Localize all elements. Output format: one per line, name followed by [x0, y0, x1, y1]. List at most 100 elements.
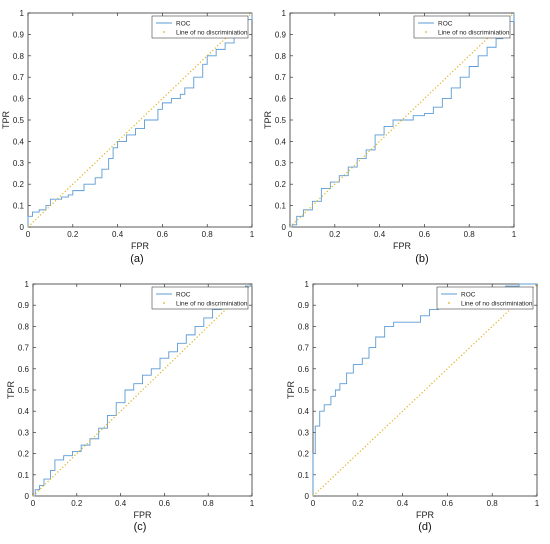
panel-caption: (a) — [130, 253, 143, 265]
roc-curve — [33, 284, 253, 497]
y-tick-label: 1 — [25, 280, 30, 289]
x-tick-label: 0.4 — [112, 230, 124, 239]
y-tick-label: 0.3 — [18, 428, 30, 437]
legend-entry: ROC — [461, 291, 476, 298]
legend-swatch-dotted — [425, 31, 427, 33]
x-tick-label: 0.8 — [464, 230, 476, 239]
y-tick-label: 0.9 — [275, 30, 287, 39]
y-tick-label: 0.6 — [18, 365, 30, 374]
legend-entry: ROC — [438, 20, 453, 27]
x-tick-label: 0.2 — [352, 499, 364, 508]
legend-swatch-dotted — [163, 31, 165, 33]
y-tick-label: 0 — [20, 223, 25, 232]
y-tick-label: 0.5 — [18, 386, 30, 395]
y-tick-label: 0.4 — [275, 137, 287, 146]
y-tick-label: 0.7 — [13, 73, 25, 82]
legend-swatch-dotted — [448, 302, 450, 304]
y-tick-label: 0.4 — [18, 407, 30, 416]
y-tick-label: 0.2 — [13, 180, 25, 189]
no-discrimination-line — [32, 283, 253, 497]
x-axis-label: FPR — [416, 510, 435, 520]
x-tick-label: 0.6 — [159, 499, 171, 508]
x-tick-label: 0.2 — [329, 230, 341, 239]
roc-curve — [290, 13, 515, 228]
y-tick-label: 0 — [282, 223, 287, 232]
y-tick-label: 0.6 — [298, 365, 310, 374]
y-tick-label: 0.8 — [13, 52, 25, 61]
legend-box — [413, 15, 511, 39]
no-discrimination-line — [289, 12, 515, 228]
y-tick-label: 0.6 — [13, 95, 25, 104]
no-discrimination-line — [312, 283, 538, 497]
legend-entry: Line of no discriminiation — [176, 29, 248, 36]
legend-box — [436, 286, 534, 310]
y-tick-label: 1 — [305, 280, 310, 289]
y-tick-label: 0.1 — [275, 202, 287, 211]
y-tick-label: 0.7 — [18, 344, 30, 353]
x-tick-label: 0.2 — [71, 499, 83, 508]
y-tick-label: 0.9 — [298, 301, 310, 310]
y-tick-label: 0.1 — [13, 202, 25, 211]
y-tick-label: 0.9 — [13, 30, 25, 39]
x-tick-label: 0.4 — [374, 230, 386, 239]
y-axis-label: TPR — [263, 110, 273, 129]
y-tick-label: 0 — [25, 492, 30, 501]
y-tick-label: 0.8 — [275, 52, 287, 61]
x-tick-label: 0.6 — [442, 499, 454, 508]
y-tick-label: 0.5 — [13, 116, 25, 125]
x-tick-label: 0.8 — [487, 499, 499, 508]
x-tick-label: 0 — [311, 499, 316, 508]
y-tick-label: 0.3 — [275, 159, 287, 168]
x-tick-label: 0 — [288, 230, 293, 239]
legend-entry: Line of no discriminiation — [438, 29, 510, 36]
roc-panel: 0 0.2 0.4 0.6 0.8 1 0 0.1 0.2 0.3 0.4 0.5 0.6 0.7 0.8 0… — [1, 9, 255, 265]
panel-caption: (d) — [418, 521, 431, 533]
y-tick-label: 0.5 — [275, 116, 287, 125]
y-axis-label: TPR — [6, 380, 16, 399]
x-tick-label: 0.4 — [115, 499, 127, 508]
legend-entry: ROC — [176, 291, 191, 298]
x-tick-label: 0.6 — [157, 230, 169, 239]
x-tick-label: 0 — [26, 230, 31, 239]
x-tick-label: 1 — [535, 499, 540, 508]
y-tick-label: 1 — [20, 9, 25, 18]
y-tick-label: 0.9 — [18, 301, 30, 310]
x-tick-label: 0.8 — [203, 499, 215, 508]
panel-caption: (c) — [134, 521, 147, 533]
x-tick-label: 0.8 — [202, 230, 214, 239]
y-tick-label: 0.7 — [298, 344, 310, 353]
legend-swatch-dotted — [163, 302, 165, 304]
x-axis-label: FPR — [131, 241, 150, 251]
y-tick-label: 0 — [305, 492, 310, 501]
x-tick-label: 0.6 — [419, 230, 431, 239]
y-tick-label: 0.8 — [18, 322, 30, 331]
y-axis-label: TPR — [1, 110, 11, 129]
x-tick-label: 0.4 — [397, 499, 409, 508]
y-tick-label: 0.8 — [298, 322, 310, 331]
y-tick-label: 0.1 — [18, 471, 30, 480]
x-tick-label: 0 — [31, 499, 36, 508]
roc-curve — [27, 13, 253, 227]
no-discrimination-line — [27, 12, 253, 228]
x-tick-label: 1 — [250, 230, 255, 239]
y-tick-label: 0.3 — [298, 428, 310, 437]
legend-box — [151, 15, 249, 39]
x-axis-label: FPR — [393, 241, 412, 251]
x-axis-label: FPR — [134, 510, 153, 520]
y-tick-label: 0.5 — [298, 386, 310, 395]
roc-panel: 0 0.2 0.4 0.6 0.8 1 0 0.1 0.2 0.3 0.4 0.5 0.6 0.7 0.8 0… — [6, 280, 255, 533]
y-tick-label: 0.1 — [298, 471, 310, 480]
x-tick-label: 0.2 — [67, 230, 79, 239]
y-tick-label: 0.4 — [298, 407, 310, 416]
roc-panel: 0 0.2 0.4 0.6 0.8 1 0 0.1 0.2 0.3 0.4 0.5 0.6 0.7 0.8 0… — [286, 280, 540, 533]
legend-entry: Line of no discriminiation — [461, 300, 533, 307]
y-tick-label: 0.2 — [298, 450, 310, 459]
x-tick-label: 1 — [250, 499, 255, 508]
y-tick-label: 0.4 — [13, 137, 25, 146]
y-tick-label: 1 — [282, 9, 287, 18]
y-tick-label: 0.6 — [275, 95, 287, 104]
y-tick-label: 0.7 — [275, 73, 287, 82]
x-tick-label: 1 — [512, 230, 517, 239]
panel-caption: (b) — [415, 253, 428, 265]
